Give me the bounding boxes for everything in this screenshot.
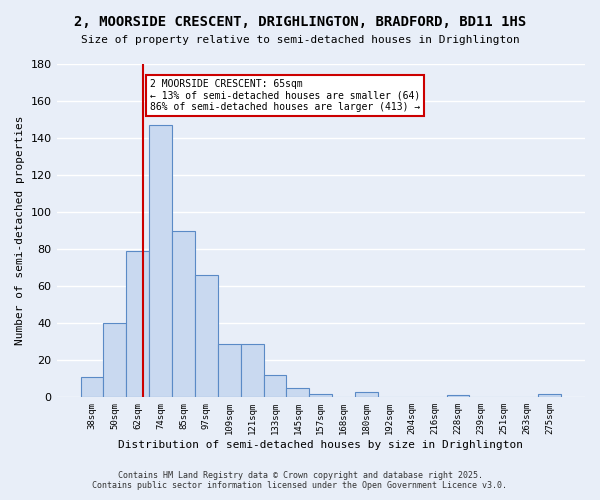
Text: 2 MOORSIDE CRESCENT: 65sqm
← 13% of semi-detached houses are smaller (64)
86% of: 2 MOORSIDE CRESCENT: 65sqm ← 13% of semi… <box>151 79 421 112</box>
Bar <box>103 324 127 398</box>
Bar <box>218 344 241 398</box>
X-axis label: Distribution of semi-detached houses by size in Drighlington: Distribution of semi-detached houses by … <box>118 440 523 450</box>
Bar <box>538 394 561 398</box>
Bar <box>286 388 310 398</box>
Y-axis label: Number of semi-detached properties: Number of semi-detached properties <box>15 116 25 346</box>
Bar <box>310 394 332 398</box>
Bar <box>263 375 286 398</box>
Text: Contains HM Land Registry data © Crown copyright and database right 2025.
Contai: Contains HM Land Registry data © Crown c… <box>92 470 508 490</box>
Bar <box>446 396 469 398</box>
Text: 2, MOORSIDE CRESCENT, DRIGHLINGTON, BRADFORD, BD11 1HS: 2, MOORSIDE CRESCENT, DRIGHLINGTON, BRAD… <box>74 15 526 29</box>
Bar <box>195 275 218 398</box>
Bar <box>355 392 378 398</box>
Text: Size of property relative to semi-detached houses in Drighlington: Size of property relative to semi-detach… <box>80 35 520 45</box>
Bar <box>241 344 263 398</box>
Bar <box>149 125 172 398</box>
Bar <box>172 230 195 398</box>
Bar <box>80 377 103 398</box>
Bar <box>127 251 149 398</box>
